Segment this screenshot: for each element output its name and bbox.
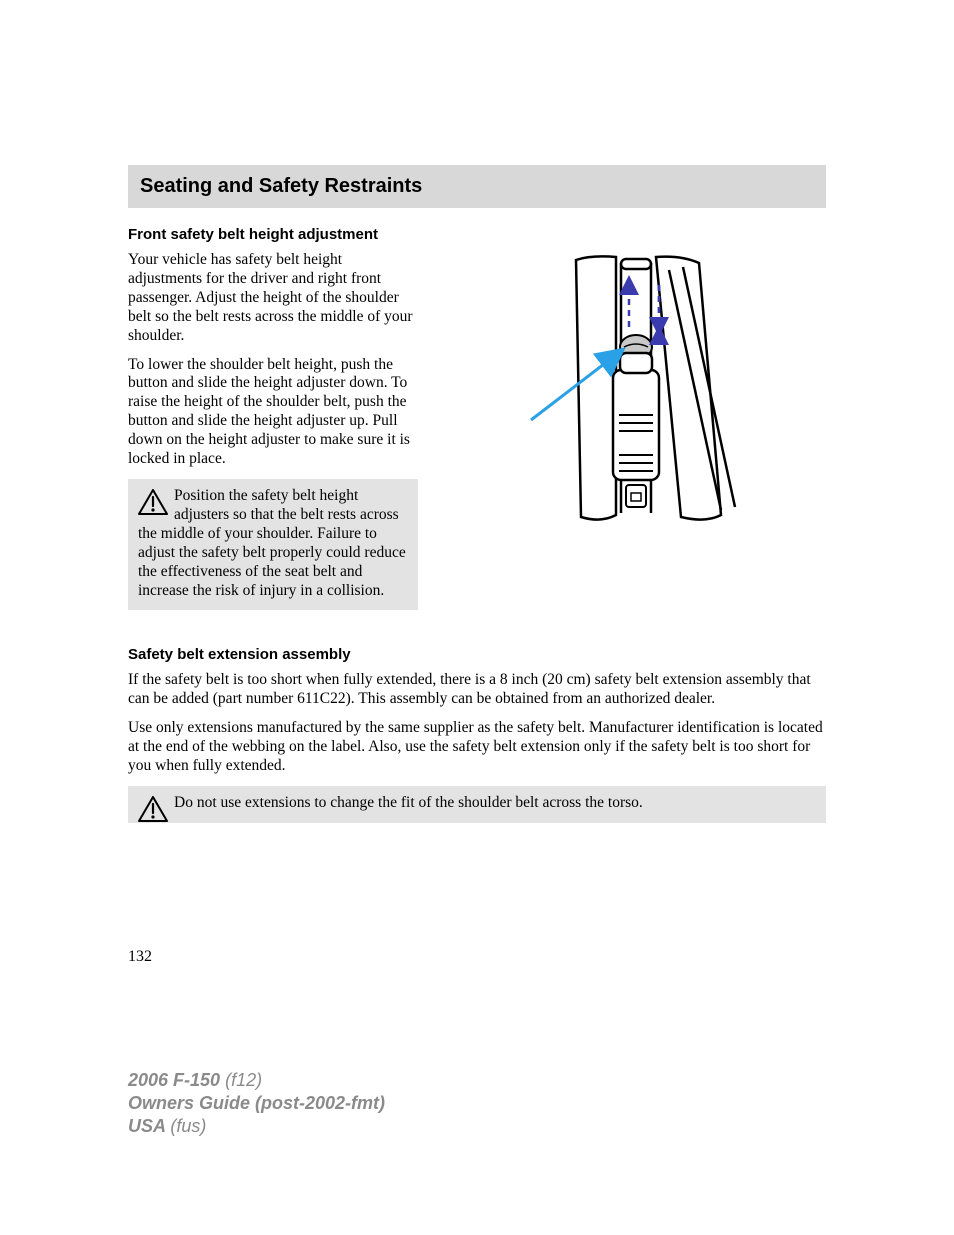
para-s1-p2: To lower the shoulder belt height, push … <box>128 356 418 469</box>
figure-belt-adjuster <box>436 251 826 610</box>
para-s1-p1: Your vehicle has safety belt height adju… <box>128 251 418 346</box>
footer-model-code: (f12) <box>225 1070 262 1090</box>
warning-box-1: Position the safety belt height adjuster… <box>128 479 418 610</box>
footer-region-code: (fus) <box>170 1116 206 1136</box>
footer: 2006 F-150 (f12) Owners Guide (post-2002… <box>128 1069 385 1138</box>
footer-model: 2006 F-150 <box>128 1070 225 1090</box>
warning-text-2: Do not use extensions to change the fit … <box>174 794 643 811</box>
footer-region: USA <box>128 1116 170 1136</box>
section-title: Seating and Safety Restraints <box>140 175 422 197</box>
warning-box-2: Do not use extensions to change the fit … <box>128 786 826 823</box>
warning-text-1: Position the safety belt height adjuster… <box>138 487 406 599</box>
para-s2-p2: Use only extensions manufactured by the … <box>128 719 826 776</box>
sub-heading-front-adjust: Front safety belt height adjustment <box>128 226 826 243</box>
page-number: 132 <box>128 948 152 966</box>
warning-icon <box>138 489 168 521</box>
footer-guide: Owners Guide (post-2002-fmt) <box>128 1093 385 1113</box>
para-s2-p1: If the safety belt is too short when ful… <box>128 671 826 709</box>
warning-icon <box>138 796 168 828</box>
section-header: Seating and Safety Restraints <box>128 165 826 208</box>
sub-heading-extension: Safety belt extension assembly <box>128 646 826 663</box>
